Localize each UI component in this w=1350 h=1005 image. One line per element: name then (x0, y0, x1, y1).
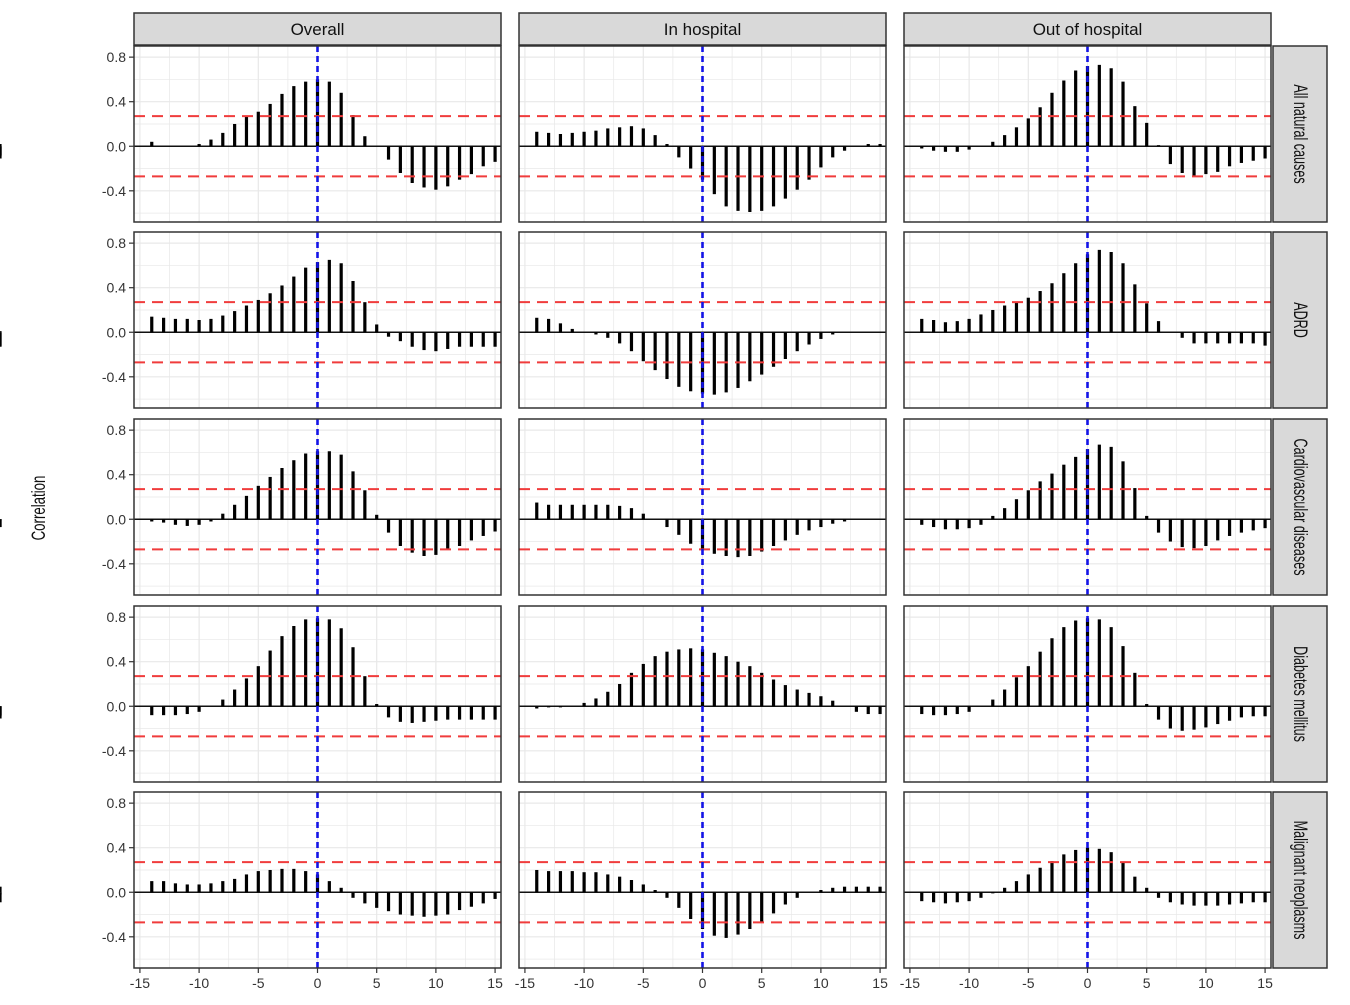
panel-border (133, 418, 502, 596)
panel-r3-c2 (0, 418, 887, 596)
y-tick-label: 0.0 (107, 698, 127, 714)
x-tick-label: 0 (699, 975, 707, 991)
panel-border (133, 45, 502, 223)
y-tick-label: 0.4 (107, 654, 127, 670)
row-strip-1: All natural causes (1272, 45, 1328, 223)
x-tick-label: -5 (1022, 975, 1035, 991)
panel-border (518, 791, 887, 969)
panel-r2-c3 (0, 231, 1272, 409)
row-strip-4: Diabetes mellitus (1272, 605, 1328, 783)
y-tick-label: 0.8 (107, 609, 127, 625)
panel-r4-c3 (0, 605, 1272, 783)
x-tick-label: -5 (637, 975, 650, 991)
x-tick-label: 5 (1143, 975, 1151, 991)
column-strip-bg (903, 12, 1272, 46)
row-strip-2: ADRD (1272, 231, 1328, 409)
panel-border (903, 791, 1272, 969)
panel-r1-c3 (0, 45, 1272, 223)
panel-r5-c3 (0, 791, 1272, 969)
row-strip-bg (1272, 45, 1328, 223)
y-tick-label: 0.0 (107, 324, 127, 340)
panel-r5-c2 (0, 791, 887, 969)
y-axis-title: Correlation (27, 476, 49, 541)
row-strip-label: ADRD (1289, 302, 1310, 338)
row-strip-3: Cardiovascular diseases (1272, 418, 1328, 596)
row-strip-5: Malignant neoplasms (1272, 791, 1328, 969)
column-strip-bg (518, 12, 887, 46)
row-strip-label: All natural causes (1289, 84, 1310, 183)
x-tick-label: -15 (515, 975, 535, 991)
panel-border (518, 418, 887, 596)
y-tick-label: 0.4 (107, 840, 127, 856)
column-strip-bg (133, 12, 502, 46)
panel-border (133, 791, 502, 969)
panel-border (518, 605, 887, 783)
x-tick-label: 5 (373, 975, 381, 991)
panel-r1-c2 (0, 45, 887, 223)
y-tick-label: -0.4 (102, 743, 126, 759)
x-tick-label: -10 (189, 975, 209, 991)
y-tick-label: -0.4 (102, 929, 126, 945)
panel-border (518, 231, 887, 409)
y-tick-label: 0.4 (107, 94, 127, 110)
panel-border (903, 45, 1272, 223)
x-tick-label: -5 (252, 975, 265, 991)
panel-border (133, 231, 502, 409)
column-strip-2: In hospital (518, 12, 887, 46)
x-tick-label: 10 (1198, 975, 1214, 991)
y-tick-label: 0.8 (107, 795, 127, 811)
y-tick-label: 0.4 (107, 467, 127, 483)
row-strip-label: Cardiovascular diseases (1289, 439, 1310, 576)
x-tick-label: 0 (314, 975, 322, 991)
y-tick-label: 0.8 (107, 49, 127, 65)
x-tick-label: -15 (900, 975, 920, 991)
y-tick-label: -0.4 (102, 183, 126, 199)
x-tick-label: -10 (574, 975, 594, 991)
panel-r3-c1 (0, 418, 502, 596)
x-tick-label: 15 (487, 975, 503, 991)
panel-r1-c1 (0, 45, 502, 223)
panel-border (133, 605, 502, 783)
column-strip-3: Out of hospital (903, 12, 1272, 46)
panel-border (903, 231, 1272, 409)
x-tick-label: 5 (758, 975, 766, 991)
y-tick-label: 0.0 (107, 511, 127, 527)
x-tick-label: 10 (813, 975, 829, 991)
row-strip-label: Diabetes mellitus (1289, 646, 1310, 742)
panel-border (518, 45, 887, 223)
y-tick-label: 0.4 (107, 280, 127, 296)
x-tick-label: 0 (1084, 975, 1092, 991)
y-tick-label: 0.8 (107, 422, 127, 438)
x-tick-label: 15 (1257, 975, 1273, 991)
panel-r3-c3 (0, 418, 1272, 596)
row-strip-bg (1272, 231, 1328, 409)
panel-r4-c1 (0, 605, 502, 783)
column-strip-label: Out of hospital (1033, 20, 1143, 39)
column-strip-label: In hospital (664, 20, 742, 39)
y-tick-label: 0.0 (107, 138, 127, 154)
row-strip-label: Malignant neoplasms (1289, 821, 1310, 940)
y-tick-label: 0.8 (107, 235, 127, 251)
x-tick-label: 10 (428, 975, 444, 991)
x-tick-label: -10 (959, 975, 979, 991)
panel-r2-c1 (0, 231, 502, 409)
panel-border (903, 418, 1272, 596)
panel-r2-c2 (0, 231, 887, 409)
y-tick-label: -0.4 (102, 369, 126, 385)
row-strip-bg (1272, 418, 1328, 596)
column-strip-1: Overall (133, 12, 502, 46)
panel-border (903, 605, 1272, 783)
row-strip-bg (1272, 605, 1328, 783)
row-strip-bg (1272, 791, 1328, 969)
panel-r4-c2 (0, 605, 887, 783)
y-tick-label: -0.4 (102, 556, 126, 572)
x-tick-label: 15 (872, 975, 888, 991)
panel-r5-c1 (0, 791, 502, 969)
x-tick-label: -15 (130, 975, 150, 991)
column-strip-label: Overall (291, 20, 345, 39)
y-tick-label: 0.0 (107, 884, 127, 900)
